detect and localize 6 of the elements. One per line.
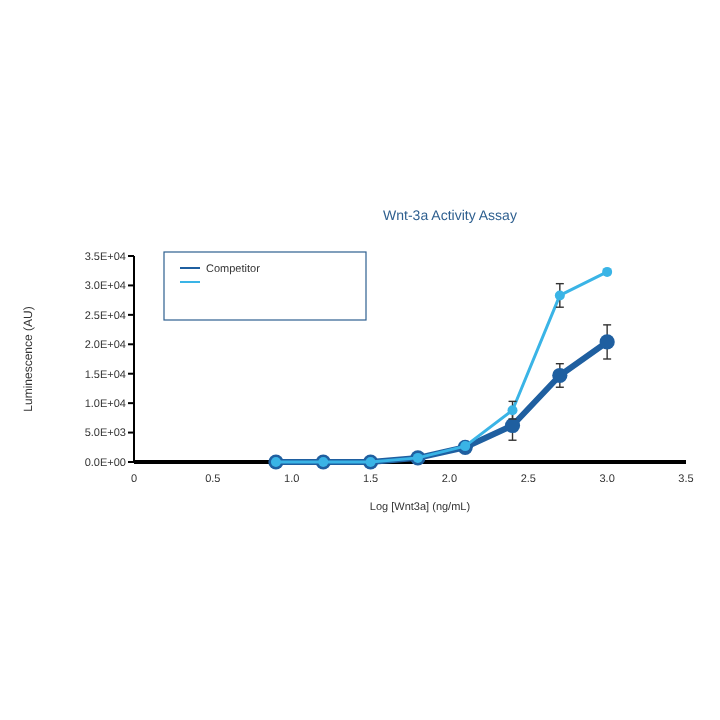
point [602, 266, 613, 277]
point [507, 405, 518, 416]
point [552, 367, 568, 384]
point [504, 417, 521, 434]
point [599, 334, 615, 350]
point [554, 290, 565, 301]
